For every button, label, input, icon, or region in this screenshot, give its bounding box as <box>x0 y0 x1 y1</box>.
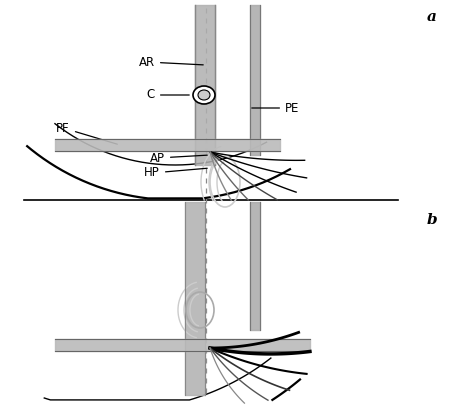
Text: PE: PE <box>252 102 300 115</box>
Ellipse shape <box>198 90 210 100</box>
Text: C: C <box>147 89 189 102</box>
Ellipse shape <box>193 86 215 104</box>
Text: PF: PF <box>56 122 118 144</box>
Text: HP: HP <box>144 166 207 179</box>
Text: AP: AP <box>150 151 207 164</box>
Text: b: b <box>427 213 437 227</box>
Text: a: a <box>427 10 437 24</box>
Text: AR: AR <box>139 55 203 68</box>
